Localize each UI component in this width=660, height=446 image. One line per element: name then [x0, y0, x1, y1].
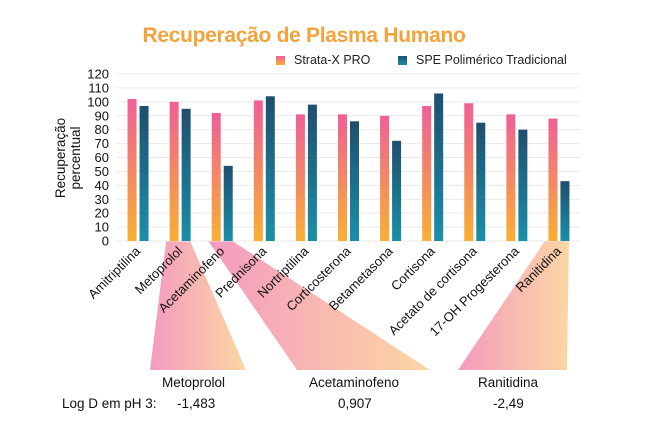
- y-tick-label: 0: [102, 234, 109, 249]
- bar-strata-betametasona: [380, 115, 390, 241]
- bar-strata-ranitidina: [548, 118, 558, 241]
- bar-strata-corticosterona: [338, 114, 347, 241]
- bar-spe-betametasona: [392, 140, 402, 241]
- bar-strata-nortriptilina: [295, 114, 305, 241]
- legend-swatch-strata: [276, 55, 285, 65]
- bar-strata-17-oh-progesterona: [506, 114, 516, 241]
- callout-wedge-metoprolol: [150, 241, 246, 370]
- y-tick-label: 100: [87, 94, 109, 109]
- y-tick-label: 110: [88, 80, 109, 95]
- bar-strata-acetaminofeno: [211, 112, 221, 241]
- legend-label-strata: Strata-X PRO: [294, 53, 371, 67]
- bar-spe-nortriptilina: [307, 104, 317, 241]
- legend-item-strata: Strata-X PRO: [276, 53, 370, 67]
- y-tick-label: 30: [95, 192, 109, 207]
- bar-spe-prednisona: [265, 96, 275, 242]
- log-d-label: Log D em pH 3:: [62, 396, 157, 411]
- log-d-value-metoprolol: -1,483: [177, 396, 216, 411]
- legend-item-spe: SPE Polimérico Tradicional: [398, 53, 567, 67]
- y-tick-label: 10: [95, 220, 109, 235]
- legend-swatch-spe: [398, 55, 407, 65]
- y-tick-label: 50: [95, 164, 109, 179]
- y-tick-label: 60: [95, 150, 109, 165]
- bar-strata-amitriptilina: [127, 99, 137, 241]
- y-tick-label: 20: [95, 206, 109, 221]
- bar-strata-metoprolol: [169, 101, 179, 241]
- bar-spe-corticosterona: [350, 121, 359, 241]
- y-tick-label: 90: [95, 108, 109, 123]
- legend-label-spe: SPE Polimérico Tradicional: [416, 53, 567, 67]
- x-tick-label-amitriptilina: Amitriptilina: [85, 243, 144, 302]
- bar-spe-acetato-de-cortisona: [476, 122, 486, 241]
- callout-wedge-acetaminofeno: [208, 241, 430, 370]
- log-d-value-acetaminofeno: 0,907: [338, 396, 372, 411]
- y-tick-label: 70: [95, 136, 109, 151]
- y-tick-label: 120: [87, 67, 109, 82]
- bar-strata-acetato-de-cortisona: [464, 103, 474, 241]
- chart-title: Recuperação de Plasma Humano: [142, 24, 466, 47]
- callout-name-acetaminofeno: Acetaminofeno: [309, 375, 400, 390]
- callout-name-ranitidina: Ranitidina: [478, 375, 539, 390]
- log-d-value-ranitidina: -2,49: [493, 396, 524, 411]
- bar-spe-amitriptilina: [139, 106, 149, 241]
- bar-spe-acetaminofeno: [223, 165, 233, 241]
- y-tick-label: 80: [95, 122, 109, 137]
- bar-spe-ranitidina: [560, 181, 570, 241]
- bar-strata-cortisona: [422, 106, 432, 241]
- y-tick-label: 40: [95, 178, 109, 193]
- bar-spe-metoprolol: [181, 108, 191, 242]
- callout-name-metoprolol: Metoprolol: [162, 375, 226, 390]
- bar-spe-17-oh-progesterona: [518, 129, 528, 241]
- bar-spe-cortisona: [434, 93, 444, 241]
- bar-strata-prednisona: [253, 100, 263, 241]
- callout-wedge-ranitidina: [458, 241, 569, 370]
